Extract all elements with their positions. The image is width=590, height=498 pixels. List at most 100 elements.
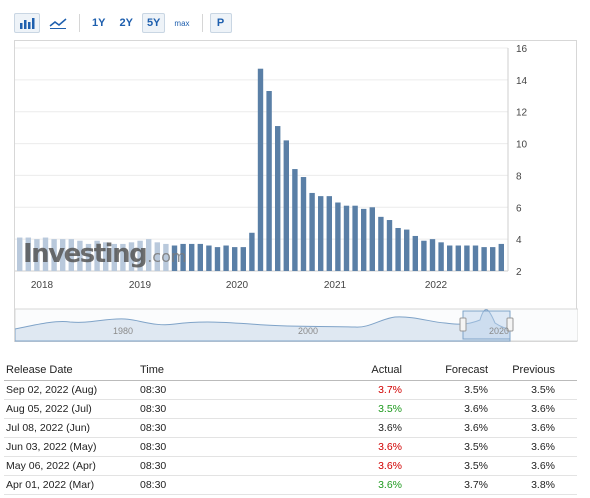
bar[interactable] <box>240 247 246 271</box>
bar[interactable] <box>206 245 212 271</box>
bar[interactable] <box>34 239 40 271</box>
bar-chart-icon[interactable] <box>14 13 40 33</box>
chart-toolbar: 1Y 2Y 5Y max P <box>14 10 232 36</box>
cell-time: 08:30 <box>138 418 298 438</box>
bar[interactable] <box>77 240 83 271</box>
bar[interactable] <box>438 242 444 271</box>
x-tick-label: 2019 <box>129 280 152 291</box>
x-tick-label: 2020 <box>226 280 249 291</box>
navigator-right-handle[interactable] <box>506 317 514 332</box>
cell-previous: 3.5% <box>490 380 577 400</box>
bar[interactable] <box>275 126 281 271</box>
bar[interactable] <box>369 207 375 271</box>
navigator-area <box>15 309 511 342</box>
cell-previous: 3.6% <box>490 399 577 419</box>
bar[interactable] <box>68 239 74 271</box>
bar[interactable] <box>412 235 418 271</box>
bar[interactable] <box>326 196 332 271</box>
bar[interactable] <box>429 239 436 271</box>
bar[interactable] <box>51 239 57 271</box>
bar[interactable] <box>232 247 238 271</box>
bar[interactable] <box>472 245 479 271</box>
y-tick-label: 10 <box>516 140 528 151</box>
cell-actual: 3.5% <box>298 399 404 419</box>
bar[interactable] <box>163 243 169 271</box>
y-tick-label: 16 <box>516 44 528 55</box>
cell-release-date: Aug 05, 2022 (Jul) <box>4 399 138 419</box>
y-tick-label: 12 <box>516 108 528 119</box>
range-2y-button[interactable]: 2Y <box>119 17 133 29</box>
bar[interactable] <box>309 192 315 271</box>
bar[interactable] <box>490 247 496 271</box>
bar[interactable] <box>335 202 341 271</box>
bar[interactable] <box>85 243 92 271</box>
bar[interactable] <box>180 243 186 271</box>
cell-previous: 3.8% <box>490 475 577 495</box>
bar[interactable] <box>386 220 393 271</box>
bar[interactable] <box>421 240 427 271</box>
bar[interactable] <box>361 208 367 271</box>
cell-forecast: 3.5% <box>404 437 490 457</box>
bar[interactable] <box>352 205 358 271</box>
header-previous: Previous <box>490 360 577 381</box>
bar[interactable] <box>464 245 470 271</box>
y-tick-label: 14 <box>516 76 528 87</box>
bar[interactable] <box>223 245 229 271</box>
bar[interactable] <box>481 247 487 271</box>
bar[interactable] <box>300 177 307 271</box>
bar[interactable] <box>60 239 66 271</box>
bar[interactable] <box>137 240 143 271</box>
range-max-button[interactable]: max <box>174 18 190 28</box>
cell-time: 08:30 <box>138 380 298 400</box>
bar[interactable] <box>292 169 298 271</box>
cell-previous: 3.6% <box>490 437 577 457</box>
y-tick-label: 6 <box>516 203 522 214</box>
toolbar-divider <box>79 14 80 32</box>
bar[interactable] <box>214 247 221 271</box>
x-tick-label: 2018 <box>31 280 54 291</box>
bar[interactable] <box>42 237 49 271</box>
bar[interactable] <box>266 91 272 271</box>
bar[interactable] <box>395 227 401 271</box>
bar[interactable] <box>25 237 31 271</box>
bar[interactable] <box>197 243 203 271</box>
bar[interactable] <box>17 237 23 271</box>
p-button[interactable]: P <box>209 13 232 33</box>
bar[interactable] <box>171 245 178 271</box>
cell-forecast: 3.6% <box>404 399 490 419</box>
table-row: Aug 05, 2022 (Jul) 08:30 3.5% 3.6% 3.6% <box>4 399 577 419</box>
x-tick-label: 2022 <box>425 280 448 291</box>
bar[interactable] <box>404 229 410 271</box>
bar[interactable] <box>249 232 255 271</box>
bar[interactable] <box>257 68 264 271</box>
bar[interactable] <box>378 216 384 271</box>
header-time: Time <box>138 360 298 381</box>
header-forecast: Forecast <box>404 360 490 381</box>
bar[interactable] <box>498 243 504 271</box>
bar[interactable] <box>146 239 152 271</box>
bar[interactable] <box>283 140 289 271</box>
bar[interactable] <box>343 205 350 271</box>
cell-release-date: Apr 01, 2022 (Mar) <box>4 475 138 495</box>
range-1y-button[interactable]: 1Y <box>92 17 106 29</box>
bar[interactable] <box>455 245 461 271</box>
cell-release-date: Sep 02, 2022 (Aug) <box>4 380 138 400</box>
line-chart-icon[interactable] <box>44 13 72 33</box>
bar[interactable] <box>94 240 100 271</box>
bar[interactable] <box>111 243 117 271</box>
bar[interactable] <box>120 243 126 271</box>
bar[interactable] <box>103 242 109 271</box>
bar[interactable] <box>128 242 135 271</box>
bar[interactable] <box>189 243 195 271</box>
navigator-left-handle[interactable] <box>459 317 467 332</box>
bar[interactable] <box>447 245 453 271</box>
cell-previous: 3.6% <box>490 456 577 476</box>
range-5y-button[interactable]: 5Y <box>141 13 166 33</box>
cell-actual: 3.6% <box>298 418 404 438</box>
cell-time: 08:30 <box>138 475 298 495</box>
table-row: Jul 08, 2022 (Jun) 08:30 3.6% 3.6% 3.6% <box>4 418 577 438</box>
bar[interactable] <box>318 196 324 271</box>
cell-release-date: Jul 08, 2022 (Jun) <box>4 418 138 438</box>
x-tick-label: 2021 <box>324 280 347 291</box>
bar[interactable] <box>154 242 160 271</box>
